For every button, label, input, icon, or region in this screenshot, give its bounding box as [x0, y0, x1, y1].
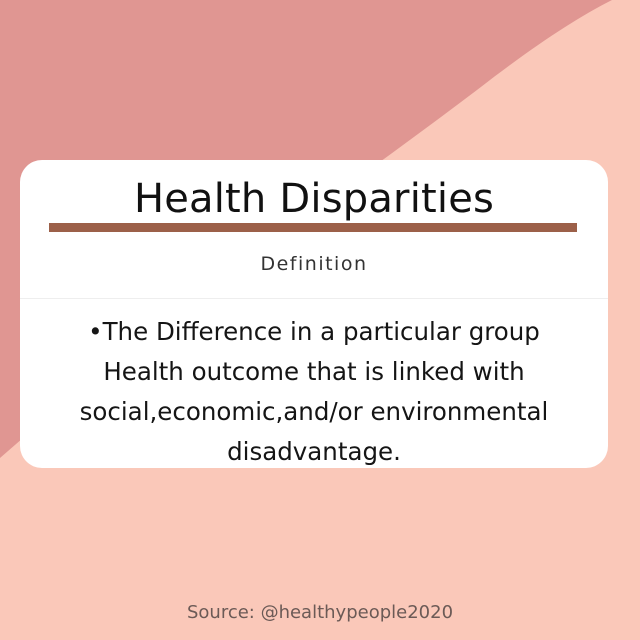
source-credit: Source: @healthypeople2020 [186, 602, 454, 623]
card-title: Health Disparities [133, 176, 495, 222]
definition-card: Health Disparities Definition •The Diffe… [20, 160, 608, 468]
definition-text: •The Difference in a particular group He… [79, 317, 549, 466]
card-subtitle: Definition [260, 253, 368, 275]
title-underline [49, 223, 577, 232]
card-divider [20, 298, 608, 299]
